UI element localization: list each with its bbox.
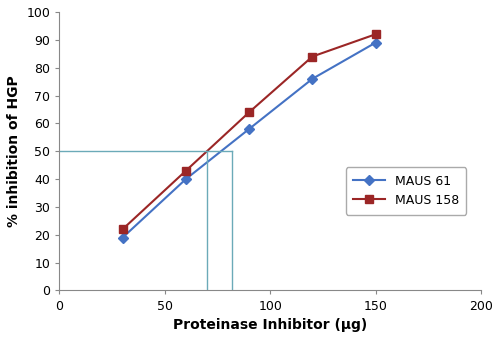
MAUS 158	[372, 32, 378, 36]
MAUS 61	[246, 127, 252, 131]
MAUS 61	[183, 177, 189, 181]
Legend: MAUS 61, MAUS 158: MAUS 61, MAUS 158	[346, 167, 467, 215]
MAUS 158	[120, 227, 126, 231]
MAUS 61	[310, 77, 316, 81]
MAUS 158	[246, 110, 252, 114]
MAUS 158	[183, 169, 189, 173]
MAUS 61	[372, 41, 378, 45]
Y-axis label: % inhibition of HGP: % inhibition of HGP	[7, 75, 21, 227]
Line: MAUS 61: MAUS 61	[119, 39, 379, 241]
X-axis label: Proteinase Inhibitor (μg): Proteinase Inhibitor (μg)	[173, 318, 368, 332]
Line: MAUS 158: MAUS 158	[118, 30, 380, 233]
MAUS 61	[120, 236, 126, 240]
MAUS 158	[310, 55, 316, 59]
